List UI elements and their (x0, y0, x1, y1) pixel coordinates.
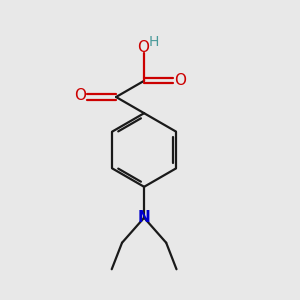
Text: H: H (148, 35, 159, 49)
Text: O: O (174, 73, 186, 88)
Text: O: O (136, 40, 148, 55)
Text: O: O (74, 88, 86, 103)
Text: N: N (138, 210, 151, 225)
